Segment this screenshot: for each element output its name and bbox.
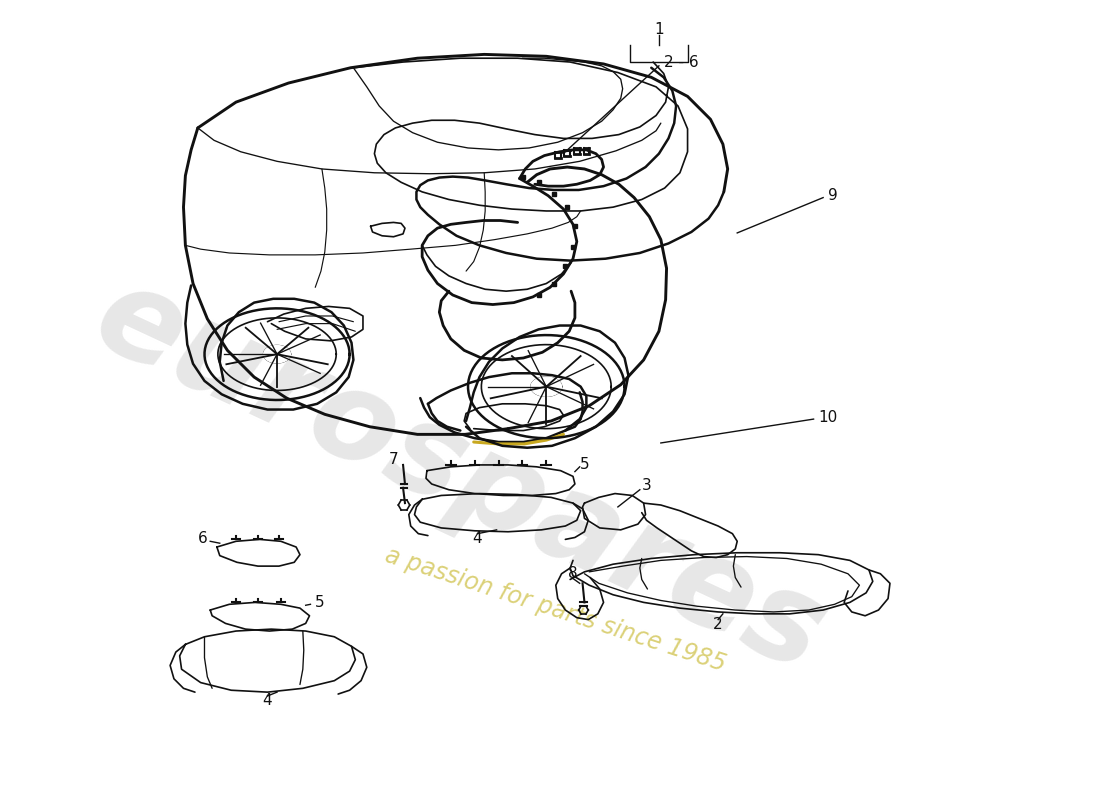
Text: 5: 5 [580,458,590,473]
Text: 3: 3 [641,478,651,494]
Text: 2: 2 [713,617,723,632]
Text: 7: 7 [388,452,398,466]
Text: 10: 10 [818,410,837,425]
Text: 2 - 6: 2 - 6 [663,54,698,70]
Text: 6: 6 [198,531,207,546]
Polygon shape [264,346,290,362]
Text: 4: 4 [473,531,482,546]
Polygon shape [531,377,561,396]
Text: a passion for parts since 1985: a passion for parts since 1985 [383,543,729,677]
Text: 4: 4 [263,694,273,708]
Text: eurospares: eurospares [77,254,844,698]
Text: 8: 8 [569,566,578,582]
Text: 5: 5 [316,595,324,610]
Text: 1: 1 [654,22,663,37]
Text: 9: 9 [828,188,838,203]
